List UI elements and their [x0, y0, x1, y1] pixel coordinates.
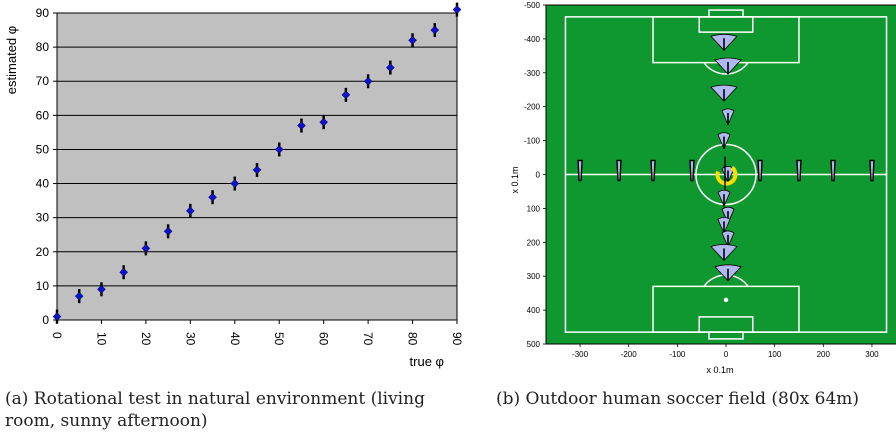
- vertical-robot-marker: [710, 33, 738, 51]
- data-point: [319, 115, 329, 130]
- y-tick-label: 0: [536, 171, 541, 180]
- data-point: [408, 33, 417, 48]
- data-point: [274, 142, 284, 157]
- vertical-robot-marker: [721, 108, 735, 126]
- y-axis-label: estimated φ: [4, 26, 19, 94]
- y-tick-label: -400: [524, 35, 541, 44]
- data-point: [208, 190, 217, 205]
- x-tick-label: 90: [450, 332, 464, 346]
- rotation-marker: [715, 165, 738, 186]
- data-point: [119, 265, 129, 280]
- x-tick-label: 80: [406, 332, 420, 346]
- soccer-field-chart: -500 -400 -300 -200 -100 0 100 200 300 400 500 -30…: [510, 1, 896, 375]
- data-point: [163, 224, 173, 239]
- x-tick-label: 20: [139, 332, 153, 346]
- grid-lines: [53, 12, 458, 324]
- vertical-robot-marker: [714, 57, 742, 75]
- horizontal-robot-marker: [616, 159, 622, 182]
- x-tick-label: 10: [94, 332, 108, 346]
- x-tick-label: -300: [572, 350, 589, 359]
- y-tick-label: 0: [42, 313, 49, 327]
- y-tick-label: 60: [36, 108, 50, 122]
- data-point: [252, 162, 262, 177]
- penalty-spot: [723, 297, 729, 303]
- robot-markers: [577, 33, 875, 282]
- data-point: [341, 87, 351, 102]
- x-tick-label: 30: [183, 332, 197, 346]
- x-tick-label: 0: [724, 350, 729, 359]
- data-point: [52, 309, 62, 324]
- y-tick-label: 200: [527, 238, 541, 247]
- horizontal-robot-marker: [869, 159, 875, 182]
- vertical-robot-marker: [710, 244, 738, 262]
- y-tick-label: 400: [527, 306, 541, 315]
- data-point: [297, 118, 306, 133]
- data-point: [363, 74, 373, 89]
- x-tick-label: 300: [865, 350, 879, 359]
- caption-b: (b) Outdoor human soccer field (80x 64m): [496, 389, 860, 409]
- horizontal-robot-marker: [577, 159, 583, 182]
- y-tick-label: 10: [36, 279, 50, 293]
- horizontal-robot-marker: [830, 159, 836, 182]
- y-tick-label: 50: [36, 142, 50, 156]
- vertical-robot-marker: [717, 132, 731, 150]
- data-point: [74, 289, 84, 304]
- vertical-robot-marker: [717, 216, 731, 235]
- x-axis-label: x 0.1m: [706, 365, 733, 375]
- y-tick-label: 300: [527, 272, 541, 281]
- data-points: [52, 2, 462, 324]
- caption-a: (a) Rotational test in natural environme…: [5, 389, 425, 431]
- vertical-robot-marker: [714, 264, 742, 282]
- y-tick-label: 30: [36, 211, 50, 225]
- y-tick-labels: -500 -400 -300 -200 -100 0 100 200 300 400 500: [524, 1, 546, 349]
- data-point: [385, 60, 395, 75]
- goal: [708, 331, 744, 340]
- x-tick-labels: 0 10 20 30 40 50 60 70 80 90: [50, 332, 464, 346]
- data-point: [97, 282, 106, 297]
- y-tick-label: 40: [36, 177, 50, 191]
- x-tick-label: 40: [228, 332, 242, 346]
- data-point: [452, 2, 462, 17]
- y-tick-label: -100: [524, 137, 541, 146]
- y-tick-label: 80: [36, 40, 50, 54]
- data-point: [185, 203, 195, 218]
- x-tick-labels: -300 -200 -100 0 100 200 300: [572, 344, 879, 359]
- x-tick-label: -200: [621, 350, 638, 359]
- x-tick-label: 100: [768, 350, 782, 359]
- x-axis-label: true φ: [410, 354, 444, 369]
- x-tick-label: 200: [817, 350, 831, 359]
- horizontal-robot-marker: [689, 159, 695, 182]
- x-tick-label: -100: [669, 350, 686, 359]
- y-tick-label: 20: [36, 245, 50, 259]
- horizontal-robot-marker: [796, 159, 802, 182]
- goal: [708, 9, 744, 18]
- y-tick-label: 90: [36, 6, 50, 20]
- y-axis-label: x 0.1m: [510, 166, 520, 193]
- penalty-arc: [703, 62, 749, 75]
- y-tick-label: -200: [524, 103, 541, 112]
- y-tick-labels: 0 10 20 30 40 50 60 70 80 90: [36, 6, 50, 327]
- data-point: [141, 241, 151, 256]
- vertical-robot-marker: [710, 84, 738, 102]
- y-tick-label: 500: [527, 340, 541, 349]
- y-tick-label: -300: [524, 69, 541, 78]
- horizontal-robot-marker: [650, 159, 656, 182]
- x-tick-label: 60: [317, 332, 331, 346]
- data-point: [230, 176, 240, 191]
- x-tick-label: 0: [50, 332, 64, 339]
- y-tick-label: 100: [527, 204, 541, 213]
- horizontal-robot-marker: [757, 159, 763, 182]
- y-tick-label: -500: [524, 1, 541, 10]
- x-tick-label: 50: [272, 332, 286, 346]
- x-tick-label: 70: [361, 332, 375, 346]
- y-tick-label: 70: [36, 74, 50, 88]
- data-point: [430, 23, 440, 38]
